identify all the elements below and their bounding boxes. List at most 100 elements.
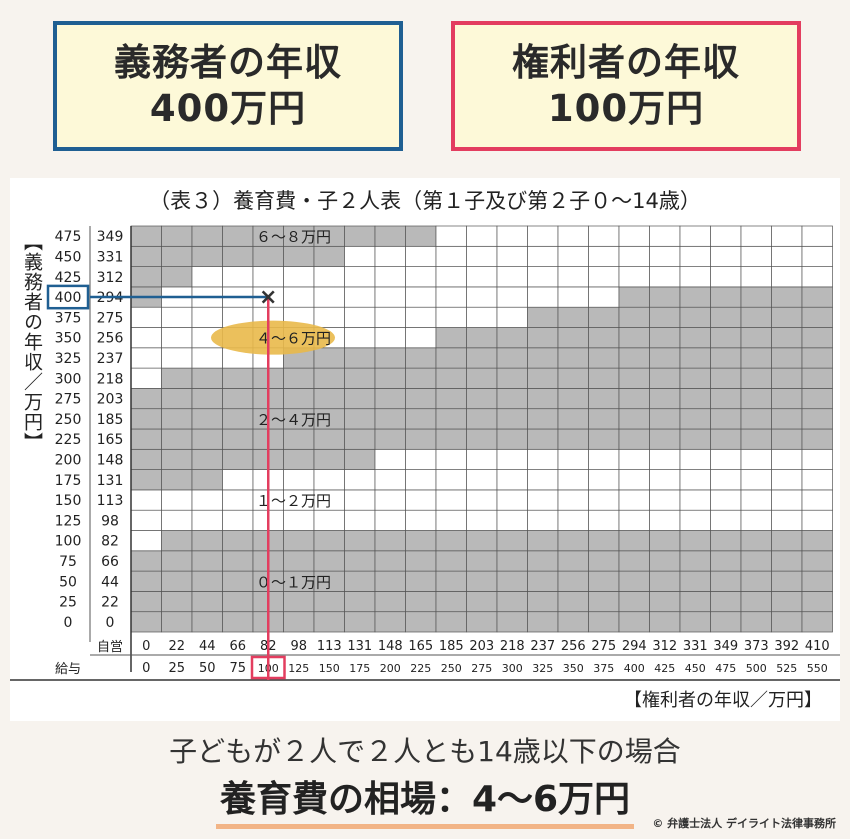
- x-tick-self: 373: [744, 639, 769, 654]
- heatmap-cell: [710, 448, 742, 470]
- y-tick-salary: 275: [55, 392, 82, 408]
- heatmap-cell: [557, 428, 589, 450]
- heatmap-cell: [222, 245, 254, 267]
- heatmap-cell: [313, 388, 345, 410]
- y-tick-self: 331: [97, 249, 124, 265]
- heatmap-cell: [771, 448, 803, 470]
- heatmap-cell: [435, 611, 467, 633]
- heatmap-cell: [649, 266, 681, 288]
- heatmap-cell: [374, 570, 406, 592]
- y-tick-salary: 25: [59, 595, 77, 611]
- obligor-value-highlight: [46, 284, 90, 310]
- heatmap-cell: [527, 367, 559, 389]
- heatmap-cell: [374, 448, 406, 470]
- heatmap-cell: [557, 448, 589, 470]
- x-tick-self: 0: [142, 639, 150, 654]
- heatmap-cell: [161, 550, 193, 572]
- entitled-value-highlight: [250, 655, 286, 680]
- heatmap-cell: [130, 591, 162, 613]
- heatmap-cell: [466, 570, 498, 592]
- heatmap-cell: [588, 388, 620, 410]
- heatmap-cell: [405, 591, 437, 613]
- heatmap-cell: [130, 509, 162, 531]
- heatmap-cell: [710, 225, 742, 247]
- heatmap-cell: [801, 388, 833, 410]
- y-tick-self: 113: [97, 493, 124, 509]
- y-tick-salary: 75: [59, 554, 77, 570]
- heatmap-cell: [496, 266, 528, 288]
- heatmap-cell: [161, 266, 193, 288]
- heatmap-cell: [588, 509, 620, 531]
- heatmap-cell: [252, 266, 284, 288]
- heatmap-cell: [496, 306, 528, 328]
- heatmap-cell: [435, 327, 467, 349]
- heatmap-cell: [588, 428, 620, 450]
- heatmap-cell: [740, 347, 772, 369]
- heatmap-cell: [374, 286, 406, 308]
- heatmap-cell: [801, 448, 833, 470]
- heatmap-cell: [222, 266, 254, 288]
- x-axis-label: 【権利者の年収／万円】: [624, 690, 822, 711]
- heatmap-cell: [191, 448, 223, 470]
- heatmap-cell: [618, 530, 650, 552]
- x-tick-salary: 125: [288, 662, 309, 675]
- heatmap-cell: [374, 591, 406, 613]
- heatmap-cell: [679, 245, 711, 267]
- heatmap-cell: [191, 245, 223, 267]
- heatmap-cell: [618, 550, 650, 572]
- heatmap-cell: [283, 509, 315, 531]
- heatmap-cell: [801, 347, 833, 369]
- heatmap-cell: [649, 327, 681, 349]
- heatmap-cell: [588, 225, 620, 247]
- heatmap-cell: [588, 367, 620, 389]
- heatmap-cell: [283, 550, 315, 572]
- heatmap-cell: [588, 245, 620, 267]
- heatmap-cell: [344, 591, 376, 613]
- heatmap-cell: [344, 245, 376, 267]
- heatmap-cell: [588, 448, 620, 470]
- heatmap-cell: [222, 611, 254, 633]
- heatmap-cell: [771, 266, 803, 288]
- heatmap-cell: [679, 347, 711, 369]
- heatmap-cell: [405, 388, 437, 410]
- heatmap-cell: [313, 611, 345, 633]
- heatmap-cell: [344, 347, 376, 369]
- heatmap-cell: [283, 448, 315, 470]
- heatmap-cell: [161, 448, 193, 470]
- heatmap-cell: [527, 408, 559, 430]
- heatmap-cell: [771, 347, 803, 369]
- heatmap-cell: [405, 428, 437, 450]
- heatmap-cell: [527, 448, 559, 470]
- heatmap-cell: [344, 448, 376, 470]
- heatmap-cell: [466, 266, 498, 288]
- entitled-income-box: 権利者の年収 100万円: [451, 21, 801, 151]
- heatmap-cell: [527, 570, 559, 592]
- y-tick-self: 312: [97, 270, 124, 286]
- heatmap-cell: [527, 428, 559, 450]
- heatmap-cell: [649, 611, 681, 633]
- heatmap-cell: [344, 489, 376, 511]
- heatmap-cell: [435, 550, 467, 572]
- heatmap-cell: [557, 347, 589, 369]
- heatmap-cell: [496, 469, 528, 491]
- x-tick-salary: 525: [776, 662, 797, 675]
- heatmap-cell: [710, 591, 742, 613]
- heatmap-cell: [496, 225, 528, 247]
- heatmap-cell: [588, 550, 620, 572]
- heatmap-cell: [801, 550, 833, 572]
- heatmap-cell: [405, 550, 437, 572]
- heatmap-cell: [527, 530, 559, 552]
- heatmap-cell: [527, 245, 559, 267]
- heatmap-cell: [222, 225, 254, 247]
- x-tick-salary: 50: [199, 661, 216, 676]
- heatmap-cell: [710, 509, 742, 531]
- x-tick-self: 131: [347, 639, 372, 654]
- heatmap-cell: [588, 611, 620, 633]
- heatmap-cell: [618, 469, 650, 491]
- heatmap-cell: [557, 286, 589, 308]
- heatmap-cell: [588, 530, 620, 552]
- heatmap-cell: [527, 388, 559, 410]
- heatmap-cell: [801, 611, 833, 633]
- heatmap-cell: [435, 367, 467, 389]
- heatmap-cell: [618, 428, 650, 450]
